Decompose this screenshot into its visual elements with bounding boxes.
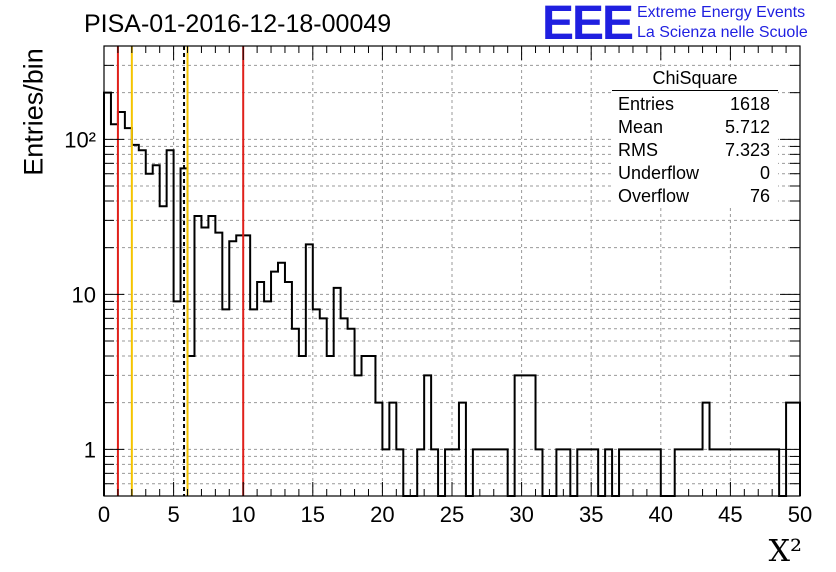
stats-value: 5.712 [724,117,770,137]
chart-title: PISA-01-2016-12-18-00049 [84,10,392,38]
x-tick-label: 50 [788,502,812,527]
stats-label: RMS [618,140,658,160]
stats-row: Overflow 76 [612,185,778,208]
x-tick-label: 20 [370,502,394,527]
stats-label: Entries [618,94,675,114]
y-axis-label: Entries/bin [18,48,49,176]
logo-line-1: Extreme Energy Events [637,4,806,21]
stats-label: Mean [618,117,664,137]
stats-label: Underflow [618,163,700,183]
x-tick-label: 25 [440,502,464,527]
x-axis-label: X² [768,534,802,569]
stats-row: Underflow 0 [612,162,778,185]
x-tick-label: 45 [718,502,742,527]
x-tick-label: 15 [301,502,325,527]
stats-title: ChiSquare [612,68,778,91]
tick-label-layer: 0 5 10 15 20 25 30 35 40 45 50 1 10 10² [64,127,812,527]
grid-layer [104,46,800,496]
histogram-outline [103,91,801,497]
stats-value: 1618 [729,94,770,114]
x-tick-label: 0 [98,502,110,527]
logo-line-2: La Scienza nelle Scuole [637,24,808,41]
eee-logo: EEE [542,0,634,50]
x-tick-label: 5 [167,502,179,527]
tick-layer [103,46,801,496]
stats-row: Mean 5.712 [612,116,778,139]
histogram-layer [103,91,801,497]
stats-value: 0 [759,163,770,183]
y-tick-label: 1 [84,437,96,462]
y-tick-label: 10² [64,127,96,152]
x-tick-label: 30 [509,502,533,527]
stats-row: Entries 1618 [612,93,778,116]
stats-box: ChiSquare Entries 1618 Mean 5.712 RMS 7.… [612,68,778,208]
x-tick-label: 35 [579,502,603,527]
y-tick-label: 10 [72,282,96,307]
x-tick-label: 40 [649,502,673,527]
stats-value: 76 [749,186,770,206]
stats-row: RMS 7.323 [612,139,778,162]
x-tick-label: 10 [231,502,255,527]
stats-label: Overflow [618,186,690,206]
reference-line-layer [116,46,245,496]
stats-value: 7.323 [724,140,770,160]
